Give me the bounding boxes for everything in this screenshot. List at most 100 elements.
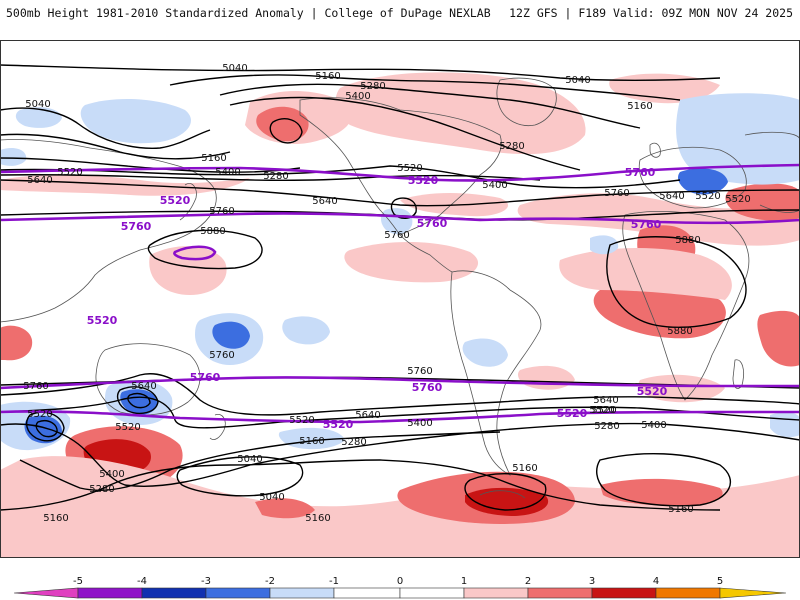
contour-5400-north: [229, 96, 581, 171]
climatology-label: 5520: [557, 407, 588, 420]
contour-5880-africa-loop: [606, 236, 747, 328]
colorbar-label: -5: [73, 576, 83, 587]
contour-5400-mid: [0, 174, 541, 182]
anomaly-fill: [678, 168, 728, 195]
anomaly-fill: [590, 235, 619, 255]
colorbar-segment: [527, 587, 593, 599]
colorbar-label: -2: [265, 576, 275, 587]
height-label: 5760: [384, 230, 409, 241]
height-label: 5160: [201, 153, 226, 164]
climatology-label: 5760: [625, 166, 656, 179]
anomaly-fill: [335, 72, 586, 155]
anomaly-fill: [465, 487, 549, 516]
height-label: 5520: [115, 422, 140, 433]
height-label: 5520: [695, 191, 720, 202]
height-label: 5640: [27, 175, 52, 186]
height-label: 5040: [237, 454, 262, 465]
height-label: 5400: [345, 91, 370, 102]
colorbar-labels: -5 -4 -3 -2 -1 0 1 2 3 4 5: [73, 576, 723, 587]
anomaly-fill: [462, 338, 508, 367]
height-label: 5880: [675, 235, 700, 246]
anomaly-fill: [282, 316, 330, 345]
height-label: 5760: [209, 206, 234, 217]
colorbar: -5 -4 -3 -2 -1 0 1 2 3 4 5: [13, 576, 787, 599]
height-label: 5520: [725, 194, 750, 205]
height-label: 5760: [209, 350, 234, 361]
anomaly-fill: [725, 183, 800, 221]
contour-5160-south-antarctic: [464, 472, 547, 511]
negative-anomaly-shading: [0, 93, 800, 451]
height-label: 5520: [27, 409, 52, 420]
coastline-antarctica-peninsula: [479, 490, 526, 499]
anomaly-map: 5040 5160 5280 5040 5400 5040 5160 5280 …: [0, 40, 800, 558]
colorbar-segment: [591, 587, 657, 599]
height-label: 5160: [315, 71, 340, 82]
climatology-label: 5760: [417, 217, 448, 230]
climatology-label: 5520: [637, 385, 668, 398]
anomaly-fill: [593, 284, 726, 339]
height-label: 5640: [593, 395, 618, 406]
height-label: 5280: [594, 421, 619, 432]
height-label: 5040: [565, 75, 590, 86]
contour-closed-low-w2: [35, 420, 58, 438]
colorbar-segment: [269, 587, 335, 599]
anomaly-fill: [80, 98, 191, 144]
anomaly-fill: [212, 321, 250, 349]
height-label: 5640: [131, 381, 156, 392]
anomaly-fill: [0, 456, 800, 558]
height-label: 5400: [215, 167, 240, 178]
height-label: 5160: [305, 513, 330, 524]
anomaly-fill: [278, 427, 345, 450]
contour-closed-low-aus2: [127, 392, 151, 409]
colorbar-label: 3: [589, 576, 595, 587]
contour-5040-west: [0, 107, 211, 149]
model-run-info: 12Z GFS | F189 Valid: 09Z MON NOV 24 202…: [509, 6, 793, 20]
height-label: 5160: [627, 101, 652, 112]
height-label: 5760: [407, 366, 432, 377]
contour-closed-low-gulf: [269, 118, 303, 144]
clim-5760-south: [0, 376, 800, 390]
colorbar-segment: [141, 587, 207, 599]
contour-5280-north: [219, 83, 641, 129]
height-label: 5040: [222, 63, 247, 74]
height-label: 5640: [312, 196, 337, 207]
colorbar-segment: [205, 587, 271, 599]
height-label: 5160: [299, 436, 324, 447]
anomaly-fill: [757, 310, 800, 367]
colorbar-label: -3: [201, 576, 211, 587]
colorbar-segment: [399, 587, 465, 599]
colorbar-label: 2: [525, 576, 531, 587]
height-label: 5520: [591, 405, 616, 416]
height-label: 5640: [355, 410, 380, 421]
coastline-australia: [95, 343, 201, 416]
colorbar-label: 4: [653, 576, 659, 587]
colorbar-segment: [333, 587, 401, 599]
height-label: 5280: [499, 141, 524, 152]
climatology-label: 5760: [631, 218, 662, 231]
header-bar: 500mb Height 1981-2010 Standardized Anom…: [0, 0, 800, 30]
colorbar-label: -4: [137, 576, 147, 587]
height-label: 5400: [482, 180, 507, 191]
contour-5520-south: [0, 396, 800, 429]
colorbar-segment: [655, 587, 721, 599]
height-label: 5160: [43, 513, 68, 524]
colorbar-segments: [13, 587, 787, 599]
climatology-labels: 5520 5520 5520 5760 5760 5760 5760 5760 …: [87, 166, 668, 431]
clim-5760-north: [0, 212, 800, 225]
contour-5160-south: [0, 459, 721, 511]
colorbar-segment: [77, 587, 143, 599]
height-label: 5760: [23, 381, 48, 392]
contour-5640-mid: [0, 179, 800, 207]
contour-closed-high-sa: [390, 197, 417, 219]
height-label: 5160: [668, 504, 693, 515]
height-label: 5280: [341, 437, 366, 448]
contour-5880-pacific-loop: [147, 229, 263, 270]
height-labels: 5040 5160 5280 5040 5400 5040 5160 5280 …: [23, 63, 750, 524]
clim-5880-pacific: [173, 245, 217, 261]
colorbar-arrow-right: [719, 587, 787, 599]
contour-5520-mid: [0, 165, 681, 189]
height-label: 5760: [604, 188, 629, 199]
contour-5160-west: [0, 133, 231, 160]
anomaly-fill: [517, 193, 800, 246]
anomaly-fill: [600, 478, 723, 506]
